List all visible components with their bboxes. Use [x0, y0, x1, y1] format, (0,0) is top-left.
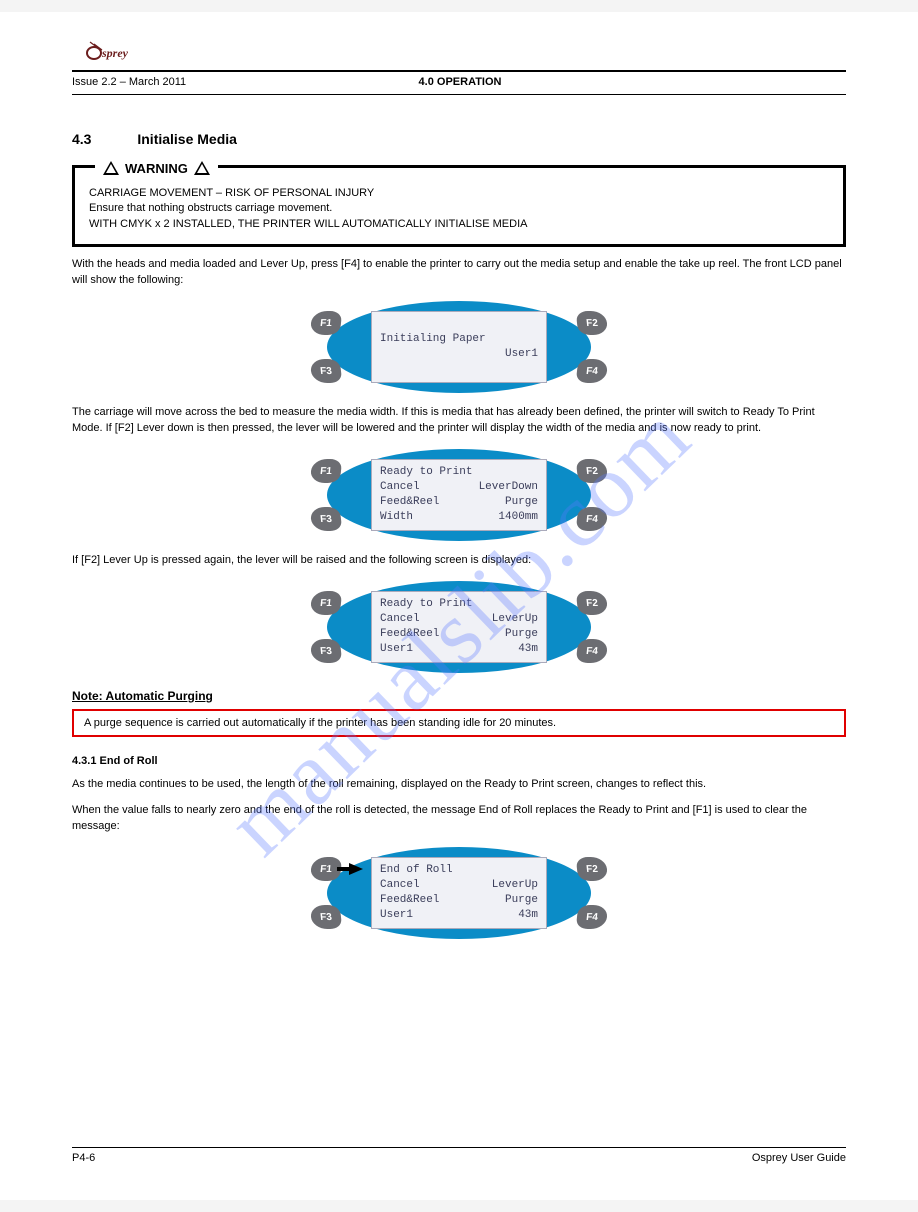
- lcd-text: Cancel: [380, 480, 420, 495]
- page-number: P4-6: [72, 1152, 95, 1164]
- lcd-text: 43m: [518, 908, 538, 923]
- lcd-text: Ready to Print: [380, 465, 472, 480]
- paragraph: If [F2] Lever Up is pressed again, the l…: [72, 553, 846, 569]
- f2-button[interactable]: F2: [576, 591, 609, 615]
- page: sprey Issue 2.2 – March 2011 4.0 OPERATI…: [0, 12, 918, 1200]
- f1-button[interactable]: F1: [310, 591, 343, 615]
- warning-triangle-icon: [103, 161, 119, 175]
- f2-button[interactable]: F2: [576, 311, 609, 335]
- f4-button[interactable]: F4: [576, 507, 609, 531]
- lcd-text: Width: [380, 510, 413, 525]
- paragraph: When the value falls to nearly zero and …: [72, 803, 846, 835]
- f2-button[interactable]: F2: [576, 459, 609, 483]
- paragraph: The carriage will move across the bed to…: [72, 405, 846, 437]
- f2-button[interactable]: F2: [576, 857, 609, 881]
- lcd-screen: Ready to Print Cancel LeverUp Feed&Reel Pu…: [371, 591, 547, 663]
- lcd-panel-4: F1 F2 F3 F4 End of Roll CancelLeverUp Fe…: [72, 847, 846, 939]
- lcd-screen: End of Roll Cancel LeverUp Feed&Reel Purge…: [371, 857, 547, 929]
- f3-button[interactable]: F3: [310, 359, 343, 383]
- lcd-panel-1: F1 F2 F3 F4 Initialing Paper User1: [72, 301, 846, 393]
- lcd-text: LeverUp: [492, 878, 538, 893]
- lcd-text: 43m: [518, 642, 538, 657]
- page-header: Issue 2.2 – March 2011 4.0 OPERATION: [72, 70, 846, 95]
- lcd-text: Cancel: [380, 878, 420, 893]
- lcd-text: Ready to Print: [380, 597, 472, 612]
- lcd-text: User1: [380, 908, 413, 923]
- lcd-text: User1: [505, 347, 538, 362]
- lcd-text: LeverUp: [492, 612, 538, 627]
- lcd-text: End of Roll: [380, 863, 453, 878]
- section-heading: 4.3 Initialise Media: [72, 131, 846, 147]
- footer-title: Osprey User Guide: [752, 1152, 846, 1164]
- warning-label: WARNING: [125, 161, 188, 176]
- lcd-panel-3: F1 F2 F3 F4 Ready to Print Cancel LeverUp…: [72, 581, 846, 673]
- f3-button[interactable]: F3: [310, 507, 343, 531]
- warning-triangle-icon: [194, 161, 210, 175]
- lcd-text: Purge: [505, 627, 538, 642]
- note-title: Note: Automatic Purging: [72, 689, 846, 703]
- note-box: A purge sequence is carried out automati…: [72, 709, 846, 737]
- lcd-text: User1: [380, 642, 413, 657]
- section-number: 4.3: [72, 131, 91, 147]
- page-footer: P4-6 Osprey User Guide: [72, 1147, 846, 1164]
- lcd-text: Feed&Reel: [380, 495, 439, 510]
- lcd-text: Purge: [505, 893, 538, 908]
- f3-button[interactable]: F3: [310, 905, 343, 929]
- f4-button[interactable]: F4: [576, 905, 609, 929]
- warning-box: WARNING CARRIAGE MOVEMENT – RISK OF PERS…: [72, 165, 846, 247]
- lcd-text: Feed&Reel: [380, 893, 439, 908]
- section-title: Initialise Media: [137, 131, 237, 147]
- subsection-title: 4.3.1 End of Roll: [72, 755, 846, 767]
- arrow-right-icon: [349, 863, 363, 875]
- f1-button[interactable]: F1: [310, 459, 343, 483]
- paragraph: As the media continues to be used, the l…: [72, 777, 846, 793]
- f4-button[interactable]: F4: [576, 359, 609, 383]
- lcd-text: Feed&Reel: [380, 627, 439, 642]
- brand-logo: sprey: [84, 40, 140, 62]
- warning-text: CARRIAGE MOVEMENT – RISK OF PERSONAL INJ…: [89, 186, 829, 232]
- svg-text:sprey: sprey: [101, 46, 129, 60]
- lcd-panel-2: F1 F2 F3 F4 Ready to Print Cancel LeverDo…: [72, 449, 846, 541]
- lcd-text: 1400mm: [498, 510, 538, 525]
- lcd-screen: Initialing Paper User1: [371, 311, 547, 383]
- lcd-text: Initialing Paper: [380, 332, 486, 347]
- header-left: Issue 2.2 – March 2011: [72, 72, 413, 94]
- header-right: 4.0 OPERATION: [413, 72, 846, 94]
- warning-header: WARNING: [95, 158, 218, 178]
- f4-button[interactable]: F4: [576, 639, 609, 663]
- f1-button[interactable]: F1: [310, 311, 343, 335]
- f3-button[interactable]: F3: [310, 639, 343, 663]
- lcd-text: Cancel: [380, 612, 420, 627]
- lcd-text: LeverDown: [479, 480, 538, 495]
- lcd-text: Purge: [505, 495, 538, 510]
- lcd-screen: Ready to Print Cancel LeverDown Feed&Reel…: [371, 459, 547, 531]
- paragraph: With the heads and media loaded and Leve…: [72, 257, 846, 289]
